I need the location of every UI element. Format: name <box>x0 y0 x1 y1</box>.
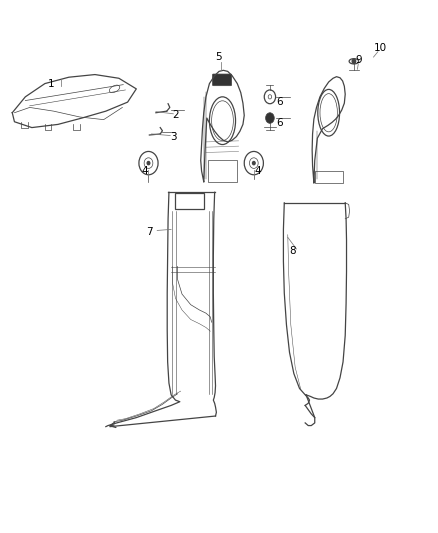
Text: 1: 1 <box>48 78 55 88</box>
Circle shape <box>265 113 274 123</box>
Text: 7: 7 <box>146 227 153 237</box>
Text: 9: 9 <box>355 55 362 64</box>
Text: 4: 4 <box>142 166 148 176</box>
Text: 6: 6 <box>277 118 283 128</box>
Text: 2: 2 <box>172 110 179 120</box>
Bar <box>315 171 343 183</box>
Bar <box>175 193 204 209</box>
Text: 5: 5 <box>215 52 223 62</box>
Bar <box>208 160 237 182</box>
Text: 10: 10 <box>374 43 387 53</box>
Text: 3: 3 <box>170 132 177 142</box>
FancyBboxPatch shape <box>212 74 232 86</box>
Text: 8: 8 <box>290 246 296 256</box>
Text: 6: 6 <box>277 97 283 107</box>
Text: 4: 4 <box>255 166 261 176</box>
Circle shape <box>253 161 255 165</box>
Circle shape <box>352 59 356 63</box>
Circle shape <box>147 161 150 165</box>
